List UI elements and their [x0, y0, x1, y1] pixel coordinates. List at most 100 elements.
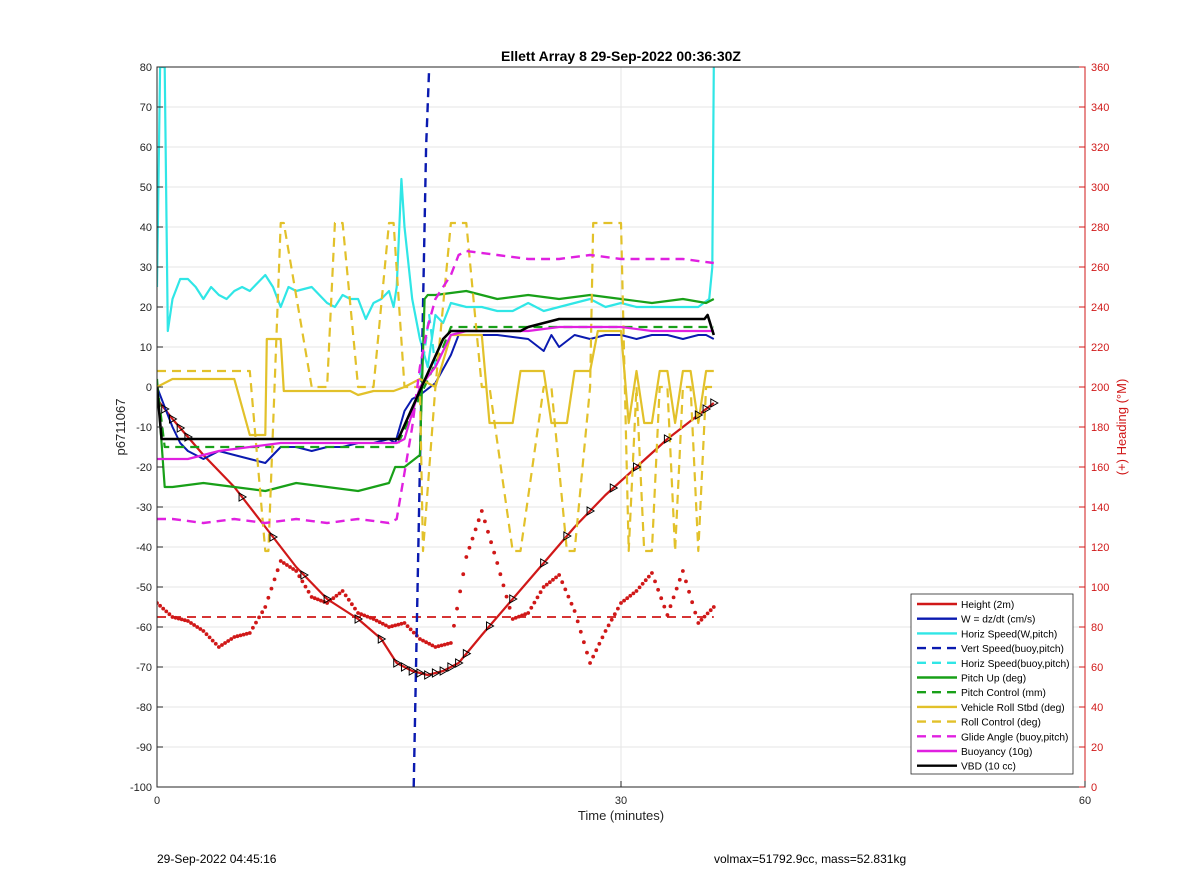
heading-point [220, 643, 224, 647]
heading-point [668, 604, 673, 609]
heading-point [263, 605, 268, 609]
y-tick-label: 70 [140, 102, 152, 114]
heading-point [396, 622, 401, 627]
heading-point [250, 625, 255, 630]
heading-point [291, 567, 296, 571]
legend-box [910, 593, 1074, 775]
heading-point [492, 550, 497, 555]
heading-point [705, 611, 710, 616]
heading-point [306, 589, 311, 594]
height-marker [408, 666, 418, 676]
height-marker [168, 414, 178, 424]
heading-point [501, 583, 506, 588]
heading-point [158, 603, 162, 608]
heading-point [207, 635, 212, 640]
heading-point [241, 632, 246, 637]
heading-point [384, 623, 388, 628]
right-tick-label: 20 [1091, 742, 1103, 754]
heading-point [374, 618, 379, 623]
heading-point [343, 593, 348, 598]
heading-point [260, 610, 265, 615]
heading-point [600, 635, 605, 640]
y-tick-label: 30 [140, 262, 152, 274]
heading-point [606, 623, 611, 628]
height-marker [416, 668, 425, 678]
heading-point [507, 605, 512, 610]
heading-point [192, 623, 197, 627]
heading-point [424, 640, 429, 645]
heading-point [362, 613, 367, 618]
y-tick-label: -100 [130, 782, 152, 794]
right-tick-label: 220 [1091, 342, 1109, 354]
y-tick-label: -50 [136, 582, 152, 594]
heading-point [526, 611, 531, 615]
height-marker [694, 410, 704, 420]
y-tick-label: -80 [136, 702, 152, 714]
heading-point [427, 641, 432, 646]
x-tick-label: 30 [615, 795, 627, 807]
heading-point [161, 606, 166, 611]
heading-point [353, 606, 357, 611]
series-vehicle-roll-stbd-deg [157, 329, 714, 437]
height-marker [300, 570, 309, 580]
heading-point [612, 612, 617, 617]
heading-point [650, 571, 654, 575]
heading-point [387, 625, 391, 629]
heading-point [609, 617, 614, 622]
height-marker [455, 658, 464, 668]
legend-label: VBD (10 cc) [961, 762, 1016, 773]
heading-point [356, 611, 360, 615]
heading-point [662, 604, 667, 609]
right-tick-label: 140 [1091, 502, 1109, 514]
legend-label: Buoyancy (10g) [961, 747, 1032, 758]
y-tick-label: 10 [140, 342, 152, 354]
right-tick-label: 280 [1091, 222, 1109, 234]
heading-point [247, 631, 252, 635]
right-tick-label: 300 [1091, 182, 1109, 194]
heading-point [402, 621, 407, 625]
footer-volmax-mass: volmax=51792.9cc, mass=52.831kg [714, 852, 907, 866]
heading-point [232, 635, 237, 639]
heading-point [272, 577, 277, 582]
heading-point [216, 645, 221, 649]
heading-point [331, 596, 336, 601]
heading-point [257, 615, 261, 620]
heading-point [411, 630, 416, 635]
heading-point [575, 619, 580, 624]
series-pitch-up-deg [157, 289, 715, 493]
heading-point [547, 580, 552, 585]
height-marker [609, 483, 619, 493]
heading-point [566, 594, 571, 599]
heading-point [708, 608, 713, 613]
legend-label: Vert Speed(buoy,pitch) [961, 644, 1064, 655]
height-marker [161, 404, 170, 414]
heading-point [238, 633, 243, 638]
heading-point [186, 619, 190, 623]
right-tick-label: 320 [1091, 142, 1109, 154]
heading-point [591, 654, 596, 659]
heading-point [581, 640, 586, 645]
legend-label: Roll Control (deg) [961, 718, 1041, 729]
heading-point [189, 621, 193, 625]
heading-point [319, 598, 323, 603]
height-marker [377, 634, 387, 644]
heading-point [585, 650, 589, 655]
heading-point [557, 573, 562, 577]
heading-point [281, 561, 286, 565]
y-tick-label: -90 [136, 742, 152, 754]
right-tick-label: 0 [1091, 782, 1097, 794]
heading-point [711, 605, 716, 609]
heading-point [665, 613, 670, 617]
heading-point [182, 618, 187, 623]
y-tick-label: -40 [136, 542, 152, 554]
right-tick-label: 200 [1091, 382, 1109, 394]
heading-point [294, 569, 299, 573]
heading-point [359, 612, 364, 617]
heading-point [334, 593, 339, 598]
series-buoyancy-10g [157, 325, 714, 461]
heading-point [418, 637, 422, 641]
y-tick-label: -70 [136, 662, 152, 674]
height-marker [702, 404, 712, 414]
chart-title: Ellett Array 8 29-Sep-2022 00:36:30Z [501, 48, 741, 64]
height-marker [269, 532, 279, 542]
